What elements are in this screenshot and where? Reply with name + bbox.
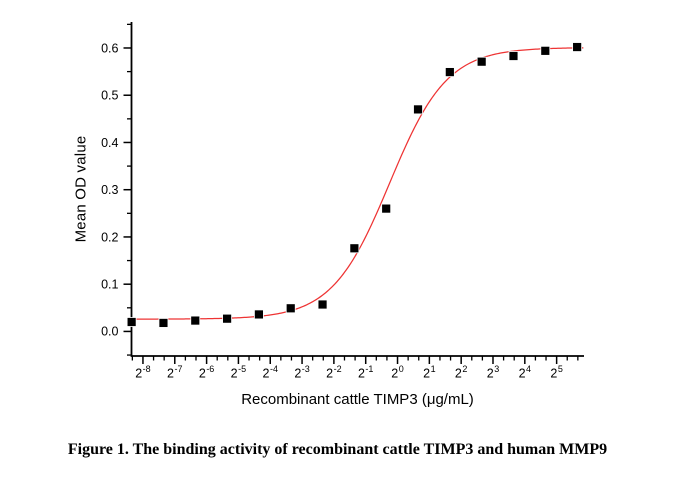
data-point	[126, 317, 137, 327]
data-point	[254, 309, 264, 320]
fit-curve	[131, 47, 584, 320]
data-point	[190, 315, 201, 326]
x-tick-label: 2-5	[231, 364, 246, 381]
data-point	[222, 313, 232, 324]
figure-panel: 2-8 2-7 2-6 2-5 2-4 2-3 2-2 2-1 20 21 22 23 24 25 0.0 0…	[72, 22, 584, 408]
axis-frame	[130, 22, 584, 357]
data-point	[413, 104, 423, 115]
x-tick-label: 2-6	[199, 364, 214, 381]
y-tick-label: 0.0	[101, 325, 118, 339]
data-point	[508, 51, 519, 61]
x-axis-title: Recombinant cattle TIMP3 (μg/mL)	[241, 391, 474, 408]
x-tick-label: 2-2	[326, 364, 341, 381]
y-tick-label: 0.2	[101, 230, 118, 244]
x-tick-label: 24	[519, 364, 531, 381]
data-point	[476, 56, 487, 67]
x-tick-label: 2-3	[294, 364, 309, 381]
x-tick-label: 21	[423, 364, 435, 381]
x-tick-label: 22	[455, 364, 467, 381]
figure-caption: Figure 1. The binding activity of recomb…	[67, 441, 608, 458]
x-tick-label: 23	[487, 364, 499, 381]
x-tick-label: 2-7	[167, 364, 182, 381]
data-point	[317, 299, 328, 310]
x-tick-label: 20	[391, 364, 403, 381]
data-point	[572, 42, 583, 52]
data-point	[444, 67, 455, 77]
x-tick-label: 2-1	[358, 364, 373, 381]
y-tick-label: 0.5	[101, 89, 118, 103]
y-axis-title: Mean OD value	[72, 135, 90, 243]
y-tick-label: 0.4	[101, 136, 118, 150]
y-tick-label: 0.3	[101, 183, 118, 197]
data-point	[349, 243, 360, 254]
y-tick-label: 0.1	[101, 277, 118, 291]
data-point	[381, 203, 392, 214]
y-tick-label: 0.6	[101, 41, 118, 55]
x-tick-label: 25	[550, 364, 562, 381]
data-point	[540, 45, 551, 56]
x-tick-label: 2-8	[135, 364, 150, 381]
binding-activity-chart: 2-8 2-7 2-6 2-5 2-4 2-3 2-2 2-1 20 21 22 23 24 25 0.0 0…	[101, 22, 584, 381]
data-point	[285, 303, 296, 314]
x-tick-label: 2-4	[263, 364, 278, 381]
data-point	[158, 318, 169, 328]
